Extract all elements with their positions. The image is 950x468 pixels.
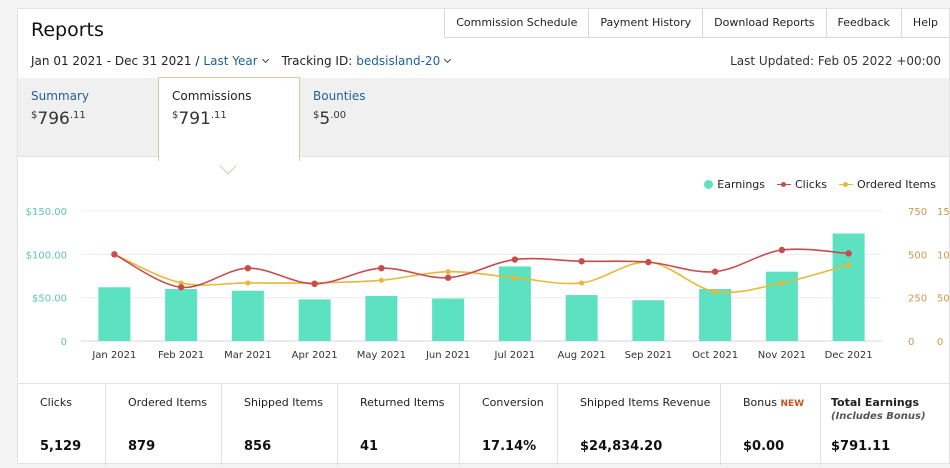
tab-commissions-amount: $791.11: [172, 109, 227, 129]
legend-earnings[interactable]: Earnings: [704, 178, 765, 191]
ordered-items-point: [779, 280, 785, 286]
clicks-swatch: [777, 180, 791, 189]
ordered-items-point: [445, 269, 451, 275]
stat-clicks: Clicks 5,129: [18, 384, 106, 465]
legend-ordered-items[interactable]: Ordered Items: [838, 178, 936, 191]
ordered-items-point: [846, 262, 852, 268]
earnings-bar: [632, 300, 665, 341]
x-axis-label: Aug 2021: [558, 350, 606, 361]
ordered-items-point: [378, 277, 384, 283]
tab-commissions-label: Commissions: [172, 89, 252, 103]
earnings-bar: [432, 298, 465, 341]
reports-panel: Reports Commission Schedule Payment Hist…: [17, 8, 950, 465]
earnings-bar: [365, 295, 398, 341]
payment-history-link[interactable]: Payment History: [588, 9, 703, 38]
stat-ordered-items: Ordered Items 879: [106, 384, 222, 465]
period-dropdown[interactable]: Last Year: [203, 54, 273, 68]
clicks-point: [845, 250, 852, 257]
commission-schedule-link[interactable]: Commission Schedule: [444, 9, 589, 38]
earnings-bar: [165, 289, 198, 341]
clicks-point: [711, 268, 719, 275]
ordered-items-point: [712, 289, 718, 295]
right2-axis-tick: 0: [937, 337, 943, 348]
legend-clicks[interactable]: Clicks: [777, 178, 827, 191]
clicks-point: [311, 280, 318, 287]
feedback-link[interactable]: Feedback: [825, 9, 901, 38]
right2-axis-tick: 50: [937, 294, 949, 305]
x-axis-label: Jun 2021: [425, 350, 470, 361]
x-axis-label: Jan 2021: [91, 350, 136, 361]
help-link[interactable]: Help: [900, 9, 949, 38]
tracking-id-dropdown[interactable]: bedsisland-20: [356, 54, 456, 68]
clicks-point: [378, 265, 385, 272]
x-axis-label: Oct 2021: [692, 350, 738, 361]
date-range: Jan 01 2021 - Dec 31 2021 /: [31, 54, 200, 68]
ordered-items-swatch: [838, 180, 853, 189]
earnings-bar: [565, 295, 598, 341]
clicks-line: [114, 248, 849, 289]
page-title: Reports: [31, 19, 104, 41]
stat-returned-items: Returned Items 41: [338, 384, 460, 465]
new-badge: NEW: [780, 399, 805, 409]
tab-bounties-label: Bounties: [313, 89, 366, 103]
earnings-bar: [298, 299, 331, 341]
tab-bounties-amount: $5.00: [313, 109, 347, 129]
filter-bar: Jan 01 2021 - Dec 31 2021 / Last Year Tr…: [31, 54, 456, 68]
stat-shipped-items: Shipped Items 856: [222, 384, 338, 465]
x-axis-label: Jul 2021: [494, 350, 536, 361]
tab-summary-label: Summary: [31, 89, 89, 103]
clicks-point: [645, 258, 652, 266]
last-updated: Last Updated: Feb 05 2022 +00:00: [730, 54, 941, 68]
stat-conversion: Conversion 17.14%: [460, 384, 558, 465]
chart-legend: Earnings Clicks Ordered Items: [704, 178, 936, 191]
earnings-bar: [699, 289, 732, 341]
ordered-items-point: [245, 280, 251, 286]
tab-summary[interactable]: Summary $796.11: [18, 78, 159, 157]
right2-axis-tick: 150: [937, 207, 949, 218]
stats-row: Clicks 5,129 Ordered Items 879 Shipped Ite…: [18, 383, 949, 465]
clicks-point: [778, 246, 786, 254]
right-axis-tick: 500: [908, 250, 927, 261]
right-axis-tick: 0: [908, 337, 914, 348]
clicks-point: [444, 274, 452, 281]
clicks-point: [511, 256, 519, 263]
clicks-point: [578, 258, 585, 265]
x-axis-label: Sep 2021: [625, 350, 672, 361]
clicks-point: [244, 265, 252, 272]
ordered-items-point: [512, 275, 518, 281]
ordered-items-line: [114, 253, 849, 294]
earnings-swatch: [704, 180, 714, 189]
right-axis-tick: 250: [908, 294, 927, 305]
earnings-bar: [231, 290, 264, 341]
download-reports-link[interactable]: Download Reports: [702, 9, 826, 38]
left-axis-tick: $100.00: [26, 250, 67, 261]
tracking-label: Tracking ID:: [281, 54, 353, 68]
ordered-items-point: [579, 280, 585, 286]
earnings-chart: 0 $50.00 $100.00 $150.00 0 250 500 750 0 50 100 150…: [26, 207, 949, 361]
left-axis-tick: $150.00: [26, 207, 67, 218]
summary-tabs: Summary $796.11 Commissions $791.11 Boun…: [18, 77, 949, 161]
top-nav: Commission Schedule Payment History Down…: [444, 9, 949, 38]
right2-axis-tick: 100: [937, 250, 949, 261]
x-axis-label: Mar 2021: [224, 350, 272, 361]
x-axis-label: Feb 2021: [158, 350, 204, 361]
ordered-items-point: [178, 280, 184, 286]
x-axis-label: Apr 2021: [292, 350, 338, 361]
x-axis-label: Dec 2021: [825, 350, 873, 361]
left-axis-tick: 0: [61, 337, 67, 348]
earnings-bar: [832, 233, 865, 341]
x-axis-label: May 2021: [357, 350, 406, 361]
tab-commissions[interactable]: Commissions $791.11: [158, 77, 300, 161]
stat-total-earnings: Total Earnings (Includes Bonus) $791.11: [831, 396, 926, 454]
earnings-bar: [98, 287, 131, 341]
tab-bounties[interactable]: Bounties $5.00: [300, 78, 440, 157]
left-axis-tick: $50.00: [32, 294, 67, 305]
clicks-point: [111, 251, 118, 258]
stat-shipped-revenue: Shipped Items Revenue $24,834.20: [558, 384, 721, 465]
x-axis-label: Nov 2021: [758, 350, 806, 361]
clicks-point: [177, 284, 185, 291]
stat-bonus: Bonus NEW $0.00: [721, 384, 821, 465]
tab-summary-amount: $796.11: [31, 109, 86, 129]
right-axis-tick: 750: [908, 207, 927, 218]
